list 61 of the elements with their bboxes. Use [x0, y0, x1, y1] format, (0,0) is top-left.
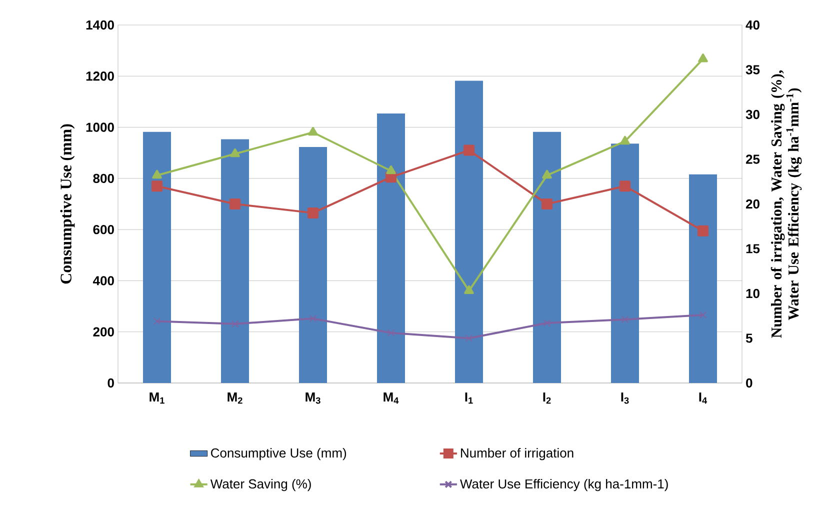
point [152, 180, 163, 192]
x-tick-label: M$_{3}$ [306, 392, 320, 404]
point [153, 318, 161, 325]
y-tick-label: 600 [93, 224, 114, 234]
y-tick-label: 0 [108, 378, 114, 388]
x-tick-label: I$_{4}$ [699, 392, 708, 404]
point [698, 54, 708, 62]
bar [221, 139, 250, 383]
point [542, 170, 552, 179]
y2-tick-label: 15 [746, 244, 760, 254]
x-tick-label: M$_{2}$ [228, 392, 242, 404]
point [387, 329, 395, 337]
y2-tick-label: 0 [746, 378, 752, 388]
bar [455, 80, 483, 383]
legend-label: Water Use Efficiency (kg ha-1mm-1) [460, 478, 668, 492]
point [542, 198, 552, 210]
point [698, 225, 708, 236]
y2-tick-label: 25 [746, 154, 760, 164]
x-tick-label: M$_{4}$ [384, 392, 399, 404]
point [621, 316, 629, 324]
legend-label: Consumptive Use (mm) [211, 448, 346, 460]
y-tick-label: 200 [93, 327, 114, 336]
point [231, 320, 239, 328]
bar [299, 146, 328, 383]
y2-tick-label: 20 [746, 199, 760, 209]
x-tick-label: M$_{1}$ [150, 392, 164, 404]
y2-tick-label: 40 [746, 20, 760, 30]
y2-tick-label: 5 [746, 334, 752, 343]
bar [689, 174, 717, 383]
y-tick-label: 800 [93, 174, 114, 184]
point [230, 198, 241, 210]
y2-tick-label: 10 [746, 288, 760, 298]
point [308, 126, 318, 136]
point [464, 285, 474, 294]
point [464, 144, 475, 156]
point [308, 207, 319, 218]
legend-label: Number of irrigation [461, 448, 574, 460]
x-tick-label: I$_{3}$ [621, 392, 629, 404]
bar [533, 132, 561, 383]
point [230, 148, 240, 158]
y-tick-label: 400 [92, 276, 114, 286]
point [620, 180, 630, 192]
point [699, 311, 707, 319]
x-tick-label: I$_{1}$ [465, 392, 473, 404]
y-tick-label: 1200 [86, 72, 114, 81]
bar [143, 132, 172, 383]
point [152, 170, 162, 179]
legend-label: Water Saving (%) [210, 478, 311, 492]
point [309, 314, 317, 322]
point [620, 136, 630, 145]
x-tick-label: I$_{2}$ [543, 392, 551, 404]
point [465, 334, 473, 342]
y-tick-label: 1400 [86, 20, 114, 30]
point [543, 319, 551, 327]
y2-tick-label: 30 [746, 110, 760, 120]
bar [377, 113, 406, 383]
y2-tick-label: 35 [746, 65, 760, 74]
bar [611, 144, 639, 383]
y-axis-title: Consumptive Use (mm) [60, 124, 75, 284]
y-tick-label: 1000 [86, 122, 114, 132]
point [386, 165, 396, 174]
